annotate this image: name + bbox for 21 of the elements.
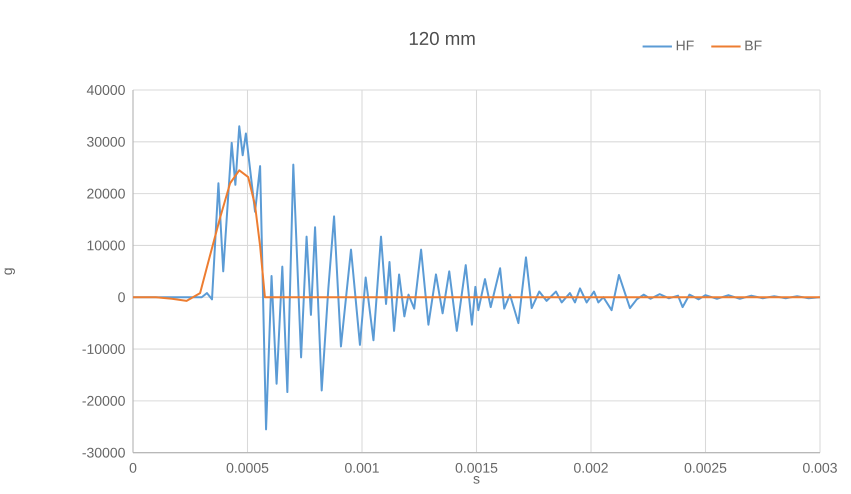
x-tick-label: 0.0015	[456, 462, 498, 473]
chart-title: 120 mm	[410, 32, 475, 46]
legend-label: BF	[745, 40, 762, 50]
x-tick-label: 0.0025	[684, 462, 726, 473]
y-axis-title: g	[4, 268, 15, 275]
y-tick-label: -10000	[82, 344, 125, 354]
y-tick-label: -20000	[82, 396, 125, 406]
x-tick-label: 0.001	[345, 462, 379, 473]
y-tick-label: 0	[118, 292, 125, 302]
y-tick-label: 20000	[87, 188, 125, 199]
x-tick-label: 0.003	[803, 462, 837, 473]
x-tick-label: 0.0005	[226, 462, 268, 473]
x-tick-label: 0	[130, 462, 136, 473]
y-tick-label: 10000	[88, 240, 125, 250]
y-tick-label: -30000	[82, 448, 125, 458]
x-axis-title: s	[473, 476, 480, 484]
y-tick-label: 30000	[87, 136, 125, 147]
y-tick-label: 40000	[86, 85, 125, 95]
legend-label: HF	[676, 40, 694, 50]
x-tick-label: 0.002	[574, 462, 608, 473]
line-series	[133, 169, 820, 302]
